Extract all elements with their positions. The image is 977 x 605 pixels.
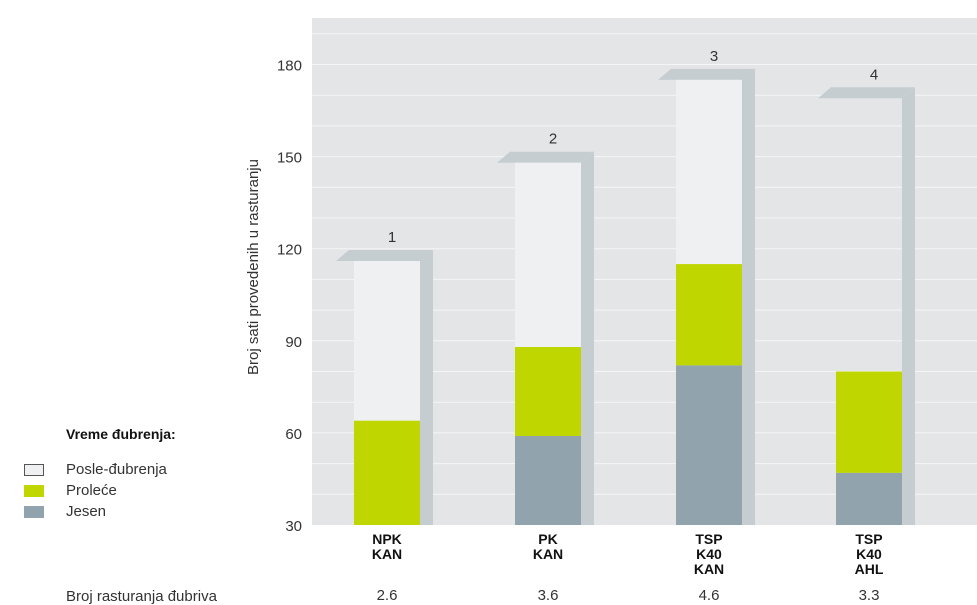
bar-depth-side	[420, 249, 433, 526]
bar-segment-posle	[676, 79, 742, 265]
bar-depth-top	[658, 68, 755, 80]
rasturanja-value: 2.6	[377, 587, 398, 604]
legend-item-prolece: Proleće	[24, 480, 167, 501]
x-category-label: K40	[696, 546, 722, 562]
legend-label-prolece: Proleće	[66, 482, 117, 499]
legend-swatch-posle	[24, 463, 44, 476]
x-category-label: PK	[538, 531, 557, 547]
y-axis-label: Broj sati provedenih u rasturanju	[245, 159, 262, 375]
x-category-label: KAN	[694, 561, 724, 577]
x-category-label: NPK	[372, 531, 402, 547]
bar-number-label: 2	[549, 131, 557, 148]
x-category-label: K40	[856, 546, 882, 562]
bar-segment-posle	[354, 260, 420, 421]
x-category-label: TSP	[695, 531, 722, 547]
legend-swatch-prolece	[24, 484, 44, 497]
bar-depth-top	[336, 249, 433, 261]
bar-number-label: 3	[710, 48, 718, 65]
bar-depth-side	[581, 151, 594, 526]
x-category-label: KAN	[372, 546, 402, 562]
legend: Posle-đubrenja Proleće Jesen	[24, 459, 167, 522]
bar-segment-jesen	[836, 472, 902, 525]
legend-label-posle: Posle-đubrenja	[66, 461, 167, 478]
bar-segment-prolece	[836, 371, 902, 473]
bar-number-label: 1	[388, 229, 396, 246]
rasturanja-value: 3.3	[859, 587, 880, 604]
bar-number-label: 4	[870, 66, 878, 83]
rasturanja-row-label: Broj rasturanja đubriva	[66, 588, 217, 605]
legend-item-posle: Posle-đubrenja	[24, 459, 167, 480]
bar-depth-top	[818, 87, 915, 99]
x-category-label: KAN	[533, 546, 563, 562]
bar-depth-side	[742, 68, 755, 525]
legend-label-jesen: Jesen	[66, 503, 107, 520]
bar-segment-jesen	[515, 435, 581, 525]
y-tick-label: 120	[277, 242, 302, 259]
bar-segment-prolece	[354, 420, 420, 525]
rasturanja-value: 3.6	[538, 587, 559, 604]
legend-item-jesen: Jesen	[24, 501, 167, 522]
y-tick-label: 30	[285, 518, 302, 535]
legend-swatch-jesen	[24, 505, 44, 518]
bar-segment-posle	[515, 162, 581, 347]
y-tick-label: 60	[285, 426, 302, 443]
bar-segment-jesen	[676, 365, 742, 525]
legend-title: Vreme đubrenja:	[66, 426, 176, 442]
bar-segment-prolece	[515, 346, 581, 436]
bar-depth-side	[902, 87, 915, 526]
x-category-label: TSP	[855, 531, 882, 547]
rasturanja-value: 4.6	[699, 587, 720, 604]
y-tick-label: 180	[277, 58, 302, 75]
y-tick-label: 90	[285, 334, 302, 351]
bar-depth-top	[497, 151, 594, 163]
y-tick-label: 150	[277, 150, 302, 167]
x-category-label: AHL	[855, 561, 884, 577]
bar-segment-prolece	[676, 264, 742, 366]
